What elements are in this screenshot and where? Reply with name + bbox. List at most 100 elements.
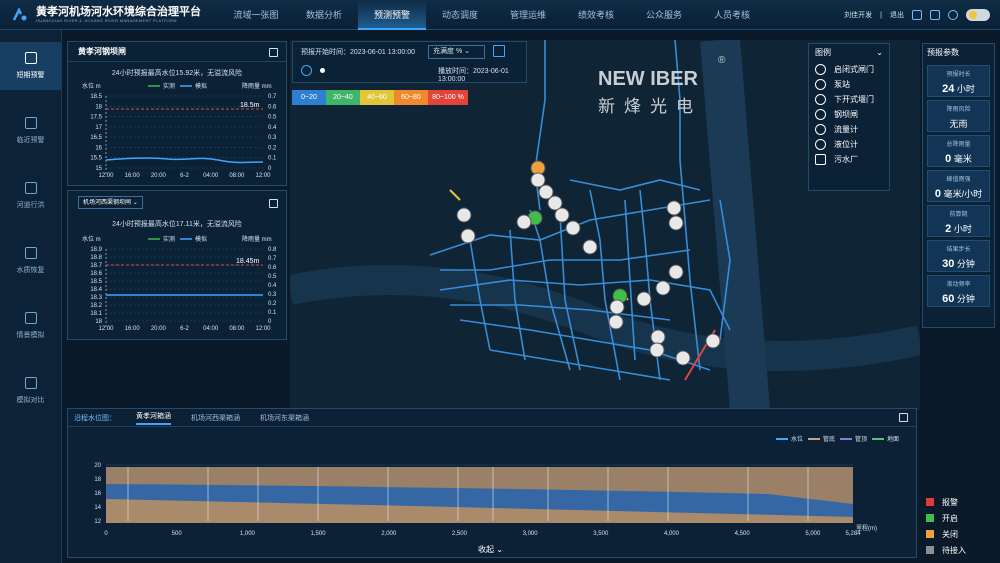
left-nav-short-warning[interactable]: 短期预警 [0, 42, 61, 90]
legend-label: 液位计 [834, 140, 858, 149]
x-tick: 5,284 [845, 531, 861, 537]
nav-item-operations[interactable]: 管理运维 [509, 9, 546, 20]
x-tick: 6-2 [180, 326, 189, 332]
nav-item-public[interactable]: 公众服务 [645, 9, 682, 20]
profile-chart: 水位 管底 管顶 地面 20 18 16 14 120 500 1,000 1,500 2,00… [94, 435, 899, 537]
legend-item-weir: 下开式堰门 [809, 92, 889, 107]
profile-tabs: 沿程水位图： 黄孝河箱涵 机场河西渠箱涵 机场河东渠箱涵 [68, 409, 916, 427]
tab-jichang-east[interactable]: 机场河东渠箱涵 [260, 414, 309, 422]
water-level-chart-1: 水位 m 实测 模拟 降雨量 mm 18.5 18 17.5 17 16.5 16 15.5… [82, 82, 277, 179]
left-nav-water-quality[interactable]: 水质恢复 [0, 237, 61, 285]
x-tick: 3,000 [523, 531, 539, 537]
y-tick: 18.7 [90, 263, 102, 269]
clock-icon [24, 117, 37, 129]
left-nav-flood[interactable]: 河道行洪 [0, 172, 61, 220]
y-tick: 12 [94, 519, 101, 525]
x-tick: 2,500 [452, 531, 468, 537]
legend-item-steel-dam: 钢坝闸 [809, 107, 889, 122]
nav-item-performance[interactable]: 绩效考核 [577, 9, 614, 20]
flowmeter-icon [815, 124, 826, 135]
profile-legend: 水位 管底 管顶 地面 [776, 435, 899, 443]
gate-icon [815, 64, 826, 75]
svg-text:管底: 管底 [823, 435, 835, 443]
tab-huangxiao[interactable]: 黄孝河箱涵 [136, 411, 171, 425]
expand-icon[interactable] [899, 413, 908, 422]
legend-item-flowmeter: 流量计 [809, 122, 889, 137]
collapse-label: 收起 [478, 545, 494, 554]
y-tick: 16 [95, 145, 102, 151]
legend-sim: 模拟 [195, 235, 207, 243]
play-icon[interactable] [301, 65, 312, 76]
y-tick: 14 [94, 505, 101, 511]
nav-item-dispatch[interactable]: 动态调度 [441, 9, 478, 20]
param-label: 前算期 [949, 212, 968, 218]
left-nav-compare[interactable]: 模拟对比 [0, 367, 61, 415]
nav-item-analysis[interactable]: 数据分析 [305, 9, 342, 20]
expand-icon[interactable] [269, 199, 278, 208]
home-icon[interactable] [912, 10, 922, 20]
top-right: 刘佳开发 | 退出 [844, 0, 990, 30]
y-axis-label: 水位 m [82, 82, 101, 90]
left-nav-scenario[interactable]: 情景模拟 [0, 302, 61, 350]
conduit-bottom [106, 499, 853, 523]
left-nav-label: 临近预警 [16, 137, 45, 144]
brand-logo-en: NEW IBER [598, 68, 698, 90]
forecast-controls: 预报开始时间：2023-06-01 13:00:00 充满度 % ⌄ 播放时间：… [292, 41, 527, 83]
param-value: 0 毫米/小时 [934, 188, 983, 200]
legend-label: 污水厂 [834, 155, 858, 164]
param-card: 滚动频率 60 分钟 [927, 275, 990, 307]
y2-tick: 0.4 [268, 125, 277, 131]
forecast-params: 预报参数 预报时长 24 小时 降雨风险 无雨 总降雨量 0 毫米 峰值雨强 0 毫米/小时… [922, 43, 995, 328]
theme-toggle[interactable] [966, 9, 990, 21]
param-value: 无雨 [949, 119, 968, 129]
calendar-icon[interactable] [493, 45, 505, 57]
left-nav-nowcast[interactable]: 临近预警 [0, 107, 61, 155]
param-label: 预报时长 [946, 72, 971, 78]
metric-select[interactable]: 充满度 % ⌄ [428, 45, 485, 59]
y-tick: 16.5 [90, 135, 102, 141]
legend-label: 启闭式闸门 [834, 65, 874, 74]
svg-text:地面: 地面 [887, 435, 899, 443]
y-tick: 18.8 [90, 255, 102, 261]
y-tick: 15.5 [90, 156, 102, 162]
gate-select[interactable]: 机场河西渠钢坝闸 ⌄ [78, 196, 143, 209]
left-nav-label: 短期预警 [16, 72, 45, 79]
logout-link[interactable]: 退出 [890, 12, 904, 19]
play-time-label: 播放时间： [438, 68, 473, 75]
facility-markers [456, 160, 721, 366]
x-tick: 12:00 [255, 326, 271, 332]
y2-tick: 0.3 [268, 135, 277, 141]
status-closed: 关闭 [926, 526, 966, 542]
compare-icon [24, 377, 37, 389]
x-tick: 3,500 [593, 531, 609, 537]
settings-icon[interactable] [948, 10, 958, 20]
forecast-start-label: 预报开始时间： [301, 49, 350, 56]
top-bar: 黄孝河机场河水环境综合治理平台 HUANGXIAO RIVER & JICHAN… [0, 0, 1000, 30]
y-tick: 18.5 [90, 279, 102, 285]
user-name[interactable]: 刘佳开发 [844, 12, 873, 19]
legend-label: 流量计 [834, 125, 858, 134]
collapse-button[interactable]: 收起 ⌄ [478, 544, 503, 555]
param-card: 前算期 2 小时 [927, 205, 990, 237]
timeline-handle[interactable] [320, 68, 325, 73]
left-nav: 短期预警 临近预警 河道行洪 水质恢复 情景模拟 模拟对比 [0, 30, 62, 563]
nav-item-forecast[interactable]: 预测预警 [358, 0, 426, 30]
param-card: 结果步长 30 分钟 [927, 240, 990, 272]
y-tick: 17.5 [90, 115, 102, 121]
y2-tick: 0.4 [268, 283, 277, 289]
y-tick: 16 [94, 491, 101, 497]
nav-item-overview[interactable]: 流域一张图 [233, 9, 279, 20]
admin-icon[interactable] [930, 10, 940, 20]
param-value: 30 分钟 [942, 258, 975, 270]
chevron-down-icon[interactable]: ⌄ [876, 48, 883, 57]
expand-icon[interactable] [269, 48, 278, 57]
chart-subtitle: 24小时预报最高水位15.92米，无溢流风险 [111, 70, 243, 77]
y-axis-label: 水位 m [82, 235, 101, 243]
status-open: 开启 [926, 510, 966, 526]
tab-jichang-west[interactable]: 机场河西渠箱涵 [191, 414, 240, 422]
legend-header[interactable]: 图例 ⌄ [809, 44, 889, 62]
nav-item-staff[interactable]: 人员考核 [713, 9, 750, 20]
legend-label: 钢坝闸 [834, 110, 858, 119]
x-tick: 20:00 [151, 173, 167, 179]
fill-scale-legend: 0~20 20~40 40~60 60~80 80~100 % [292, 90, 468, 105]
